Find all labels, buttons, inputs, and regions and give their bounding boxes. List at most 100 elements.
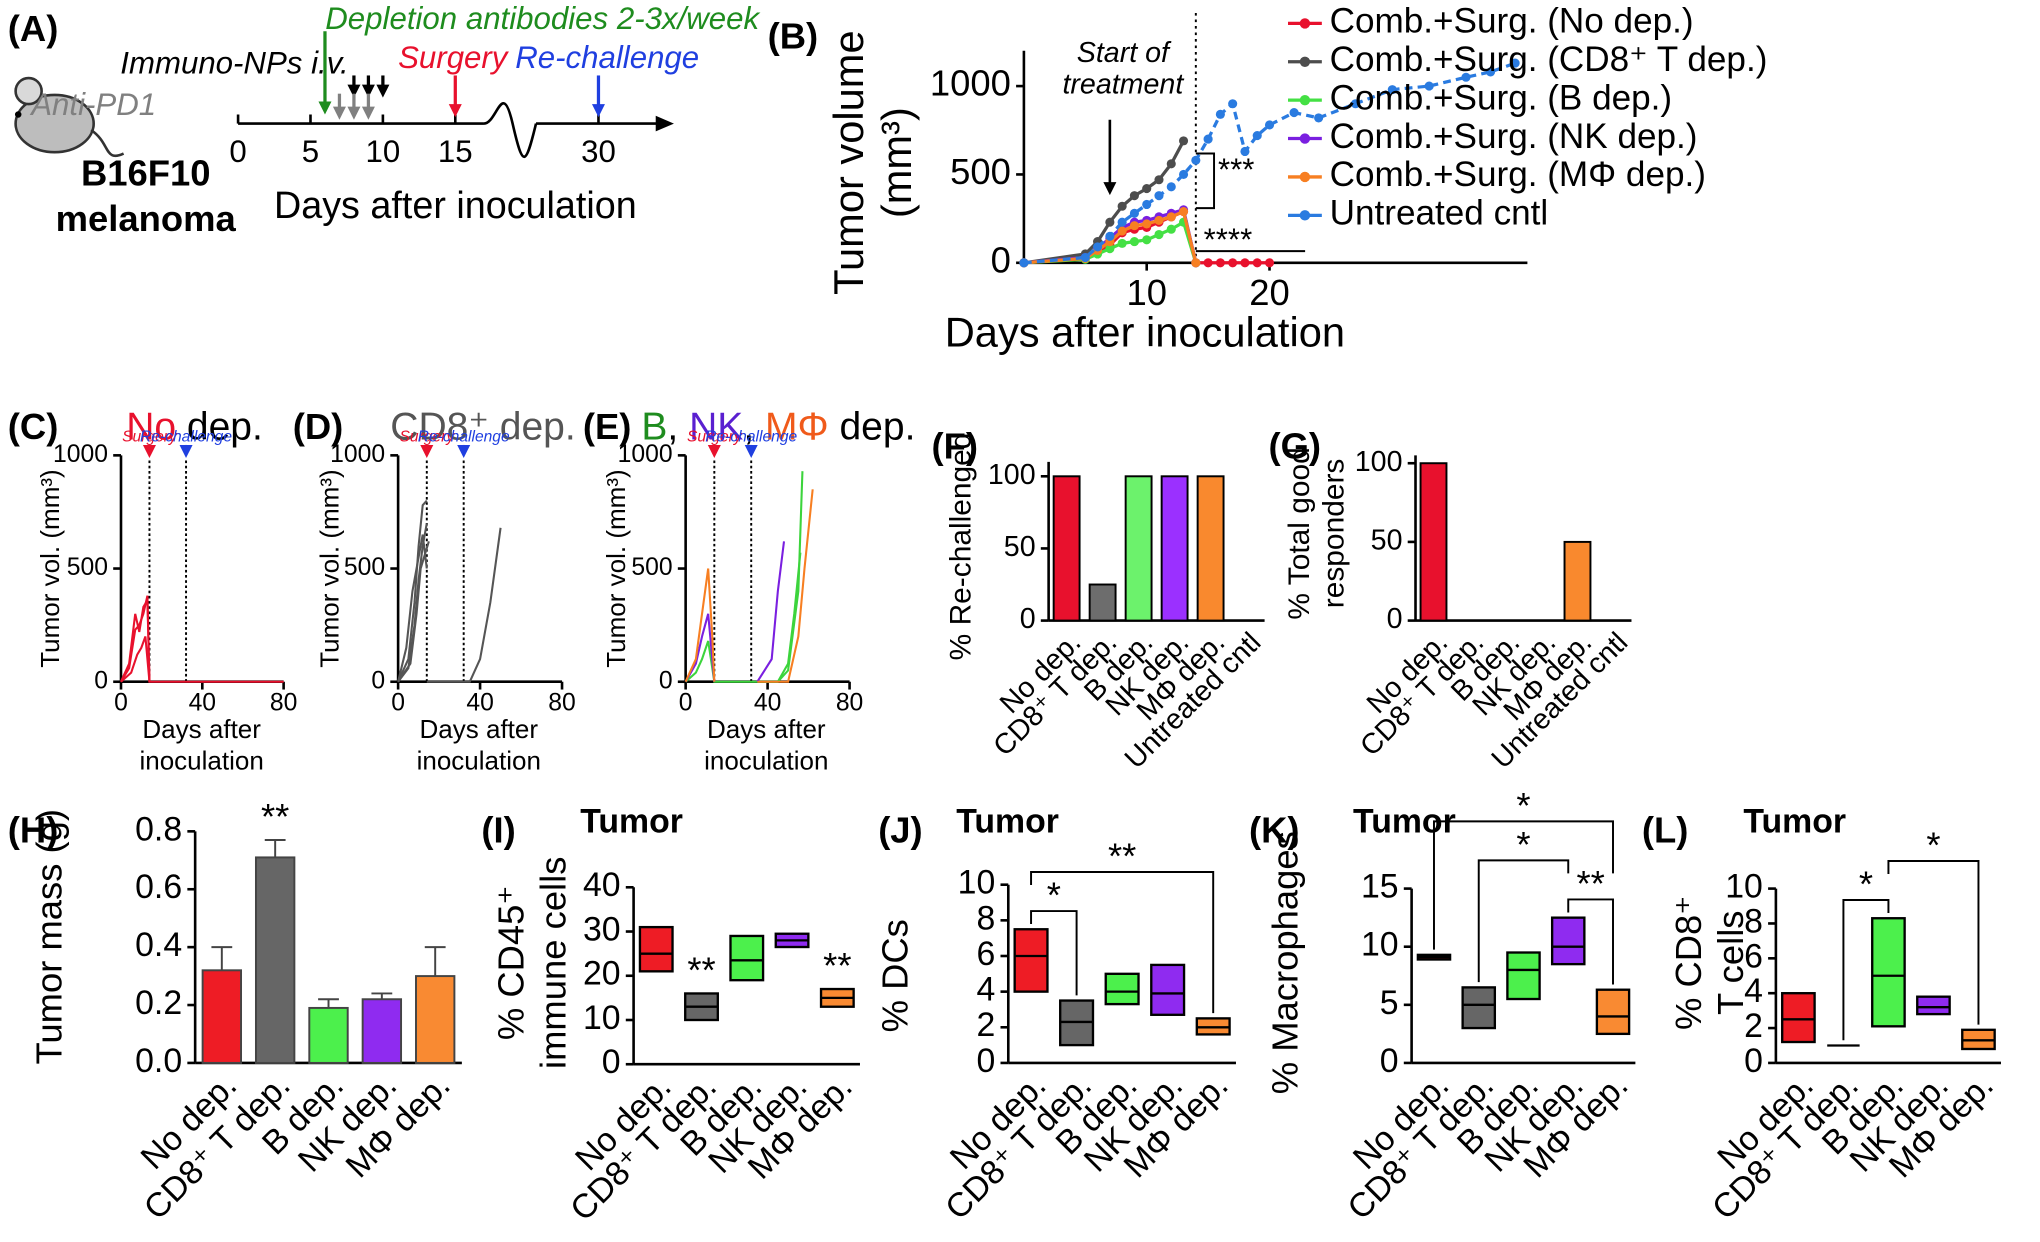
series-point <box>1117 217 1127 227</box>
series-point <box>1093 242 1103 252</box>
event-arrow-head <box>347 106 361 120</box>
box <box>638 925 674 973</box>
series-line <box>397 523 428 683</box>
y-tick-label: 8 <box>976 899 995 937</box>
event-arrow-head <box>591 104 605 118</box>
y-tick-label: 50 <box>1371 524 1403 556</box>
y-tick-label: 1000 <box>53 441 108 468</box>
series-point <box>1387 85 1397 95</box>
series-point <box>1166 212 1176 222</box>
event-arrow-head <box>332 106 346 120</box>
box <box>1461 986 1497 1030</box>
y-tick-label: 40 <box>583 866 621 904</box>
y-tick-label: 0 <box>371 667 385 694</box>
series-point <box>1191 155 1201 165</box>
x-axis-label: inoculation <box>139 745 263 775</box>
y-tick-label: 20 <box>583 955 621 993</box>
marker-arrow-head <box>457 444 471 458</box>
panel-label: (H) <box>8 809 59 850</box>
series-point <box>1129 237 1139 247</box>
timeline-tick-label: 30 <box>581 134 616 169</box>
y-tick-label: 0.2 <box>135 984 182 1022</box>
chart-title: Tumor <box>580 802 683 840</box>
series-point <box>1166 159 1176 169</box>
series-point <box>1178 169 1189 179</box>
annotation: Start of <box>1077 37 1172 69</box>
event-label: Immuno-NPs i.v. <box>120 45 348 80</box>
timeline-tick-label: 0 <box>229 134 246 169</box>
y-tick-label: 6 <box>976 935 995 973</box>
series-point <box>1252 258 1262 268</box>
event-arrow-head <box>347 84 361 98</box>
x-tick-label: 40 <box>466 690 493 717</box>
y-axis-label: immune cells <box>532 857 573 1069</box>
series-point <box>1228 258 1238 268</box>
series-point <box>1424 81 1434 91</box>
box <box>1781 992 1816 1044</box>
significance-label: * <box>1859 864 1873 905</box>
panel-label: (I) <box>481 809 515 850</box>
series-point <box>1019 258 1029 268</box>
series-line <box>756 541 786 683</box>
series-point <box>1142 235 1152 245</box>
marker-arrow-head <box>707 444 721 458</box>
series-point <box>1178 207 1189 217</box>
significance-label: * <box>1516 824 1530 865</box>
series-line <box>684 613 716 683</box>
y-axis-label: % Macrophages <box>1265 831 1306 1094</box>
y-tick-label: 10 <box>1361 926 1399 964</box>
legend-marker <box>1299 133 1311 144</box>
y-tick-label: 0.6 <box>135 868 182 906</box>
timeline-tick-label: 5 <box>302 134 319 169</box>
y-axis-label: Tumor mass (g) <box>29 809 70 1065</box>
y-axis-label: Tumor vol. (mm³) <box>315 469 345 667</box>
y-axis-label: (mm³) <box>873 107 920 218</box>
title-part: MΦ <box>765 406 829 449</box>
series-point <box>1264 120 1275 130</box>
y-tick-label: 6 <box>1744 937 1763 975</box>
y-tick-label: 0 <box>991 239 1011 280</box>
y-tick-label: 100 <box>988 459 1036 491</box>
x-tick-label: 0 <box>391 690 405 717</box>
series-point <box>1117 201 1127 211</box>
legend-marker <box>1299 171 1311 183</box>
y-tick-label: 500 <box>67 554 108 581</box>
timeline-arrowhead <box>655 115 674 132</box>
title-part: , <box>743 406 765 449</box>
y-axis-label: T cells <box>1710 910 1751 1015</box>
marker-label: Re-challenge <box>705 428 797 445</box>
mouse-eye <box>14 111 22 118</box>
significance-label: ** <box>1576 863 1604 904</box>
bar <box>361 998 403 1064</box>
bar <box>1124 475 1153 622</box>
series-point <box>1240 258 1250 268</box>
event-arrow-head <box>318 101 332 115</box>
series-point <box>1178 136 1189 146</box>
box <box>1916 995 1951 1016</box>
y-tick-label: 0 <box>602 1043 621 1081</box>
series-point <box>1142 199 1152 210</box>
marker-label: Surgery <box>687 428 743 445</box>
series-point <box>1191 258 1201 268</box>
y-tick-label: 0 <box>659 667 673 694</box>
marker-arrow-head <box>179 444 193 458</box>
panel-label: (G) <box>1268 425 1321 466</box>
x-axis-label: Days after inoculation <box>945 309 1345 356</box>
series-line <box>684 568 716 683</box>
chart-title: Tumor <box>1743 802 1846 840</box>
y-tick-label: 500 <box>950 151 1011 192</box>
series-line <box>120 596 151 683</box>
legend-label: Comb.+Surg. (CD8⁺ T dep.) <box>1330 40 1768 79</box>
box <box>1506 951 1541 1001</box>
series-point <box>1289 108 1299 118</box>
series-point <box>1117 226 1127 236</box>
panel-label: (E) <box>583 406 632 447</box>
y-axis-label: Tumor vol. (mm³) <box>35 469 65 667</box>
event-label: Surgery <box>398 40 510 75</box>
series-point <box>1142 219 1152 229</box>
chart-title: CD8⁺ dep. <box>390 406 575 449</box>
x-tick-label: 20 <box>1249 272 1289 313</box>
series-point <box>1129 191 1139 201</box>
series-line <box>397 534 428 682</box>
